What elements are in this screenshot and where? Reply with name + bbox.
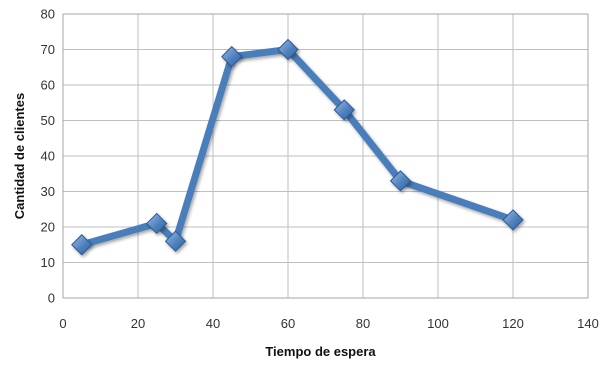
grid [62, 13, 589, 299]
data-point-marker [146, 212, 168, 235]
plot-area-border [62, 13, 589, 299]
x-tick-label-120: 120 [502, 316, 524, 331]
x-tick-label-60: 60 [281, 316, 295, 331]
x-tick-label-0: 0 [59, 316, 66, 331]
data-point-marker [221, 45, 243, 68]
y-tick-label-0: 0 [48, 291, 55, 306]
series-line-0 [78, 46, 517, 249]
data-point-marker [502, 209, 524, 231]
data-series [71, 38, 524, 256]
y-axis-title: Cantidad de clientes [12, 93, 27, 219]
y-tick-label-70: 70 [41, 42, 55, 57]
data-point-marker [71, 234, 93, 256]
data-point-marker [277, 38, 299, 61]
y-tick-label-10: 10 [41, 255, 55, 270]
y-tick-label-30: 30 [41, 184, 55, 199]
data-point-marker [389, 170, 412, 192]
x-tick-label-80: 80 [356, 316, 370, 331]
y-tick-label-20: 20 [41, 220, 55, 235]
x-tick-label-140: 140 [577, 316, 599, 331]
x-axis-title: Tiempo de espera [265, 344, 376, 359]
y-tick-label-80: 80 [41, 7, 55, 22]
x-tick-label-40: 40 [206, 316, 220, 331]
x-tick-label-20: 20 [131, 316, 145, 331]
data-point-marker [164, 230, 187, 252]
data-point-marker [333, 99, 355, 121]
y-tick-label-50: 50 [41, 113, 55, 128]
axes: 0 10 20 30 40 50 60 70 80 0 20 40 60 80 100 120 140 [41, 7, 599, 332]
y-tick-label-40: 40 [41, 149, 55, 164]
x-tick-label-100: 100 [427, 316, 449, 331]
y-tick-label-60: 60 [41, 78, 55, 93]
